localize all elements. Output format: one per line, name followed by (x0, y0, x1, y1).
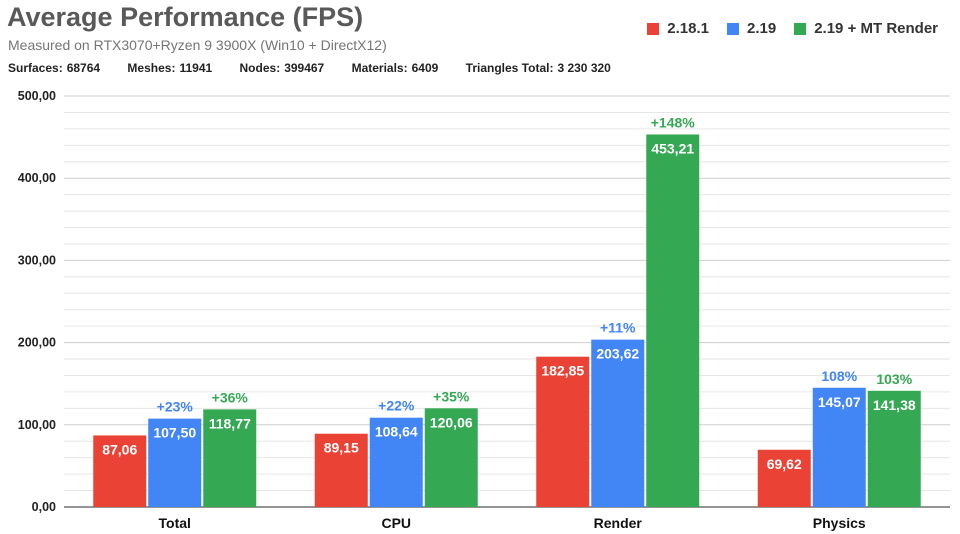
bar-change-annotation: +22% (378, 398, 415, 414)
legend-item-2-18-1: 2.18.1 (647, 20, 709, 37)
bar-value-label: 120,06 (430, 414, 473, 430)
bar (867, 390, 921, 507)
bar-value-label: 107,50 (153, 425, 196, 441)
legend-label: 2.19 (747, 20, 777, 37)
bar-change-annotation: 108% (821, 368, 857, 384)
bar (536, 356, 590, 507)
y-tick-label: 500,00 (18, 89, 56, 103)
stat-surfaces: Surfaces: 68764 (8, 61, 101, 75)
stat-materials: Materials: 6409 (351, 61, 439, 75)
legend-swatch-red (647, 22, 660, 35)
bar-value-label: 87,06 (102, 441, 137, 457)
bar (314, 433, 368, 507)
bar-value-label: 453,21 (651, 140, 694, 156)
legend-item-2-19: 2.19 (727, 20, 776, 37)
legend-swatch-green (794, 22, 807, 35)
bar-change-annotation: +23% (157, 399, 194, 415)
bar (203, 409, 257, 507)
stat-nodes: Nodes: 399467 (239, 61, 325, 75)
legend-label: 2.18.1 (667, 20, 709, 37)
legend-swatch-blue (727, 22, 739, 35)
bar (812, 387, 866, 507)
bar (591, 339, 645, 507)
legend: 2.18.1 2.19 2.19 + MT Render (647, 20, 938, 37)
x-category-label: Total (159, 515, 191, 531)
y-tick-label: 400,00 (18, 171, 56, 185)
bar-change-annotation: +36% (212, 389, 249, 405)
y-tick-label: 0,00 (32, 500, 56, 514)
bar (93, 435, 147, 507)
x-category-label: Render (594, 515, 643, 531)
bar-change-annotation: +35% (433, 388, 470, 404)
bar-value-label: 89,15 (324, 440, 359, 456)
y-tick-label: 100,00 (18, 418, 56, 432)
bar (757, 449, 811, 507)
stat-meshes: Meshes: 11941 (127, 61, 213, 75)
bar-value-label: 145,07 (818, 394, 861, 410)
y-tick-label: 200,00 (18, 336, 56, 350)
bar-change-annotation: +148% (651, 114, 696, 130)
bar-value-label: 118,77 (209, 415, 251, 431)
y-tick-label: 300,00 (18, 253, 56, 267)
bar-value-label: 108,64 (375, 424, 418, 440)
bar-value-label: 182,85 (541, 363, 584, 379)
legend-label: 2.19 + MT Render (814, 20, 938, 37)
bar-value-label: 69,62 (767, 456, 802, 472)
legend-item-2-19-mt-render: 2.19 + MT Render (794, 20, 938, 37)
bar-value-label: 141,38 (873, 397, 916, 413)
bar-change-annotation: 103% (876, 371, 912, 387)
bar-change-annotation: +11% (600, 320, 636, 336)
chart-title: Average Performance (FPS) (7, 2, 364, 32)
bar (148, 418, 202, 507)
scene-stats: Surfaces: 68764 Meshes: 11941 Nodes: 399467… (8, 61, 635, 75)
bar (646, 134, 700, 508)
bar-value-label: 203,62 (596, 346, 639, 362)
stat-triangles: Triangles Total: 3 230 320 (465, 61, 611, 75)
bar (424, 408, 478, 507)
x-category-label: Physics (813, 515, 866, 531)
x-category-label: CPU (381, 515, 411, 531)
chart-subtitle: Measured on RTX3070+Ryzen 9 3900X (Win10… (8, 37, 387, 53)
bar (369, 417, 423, 507)
